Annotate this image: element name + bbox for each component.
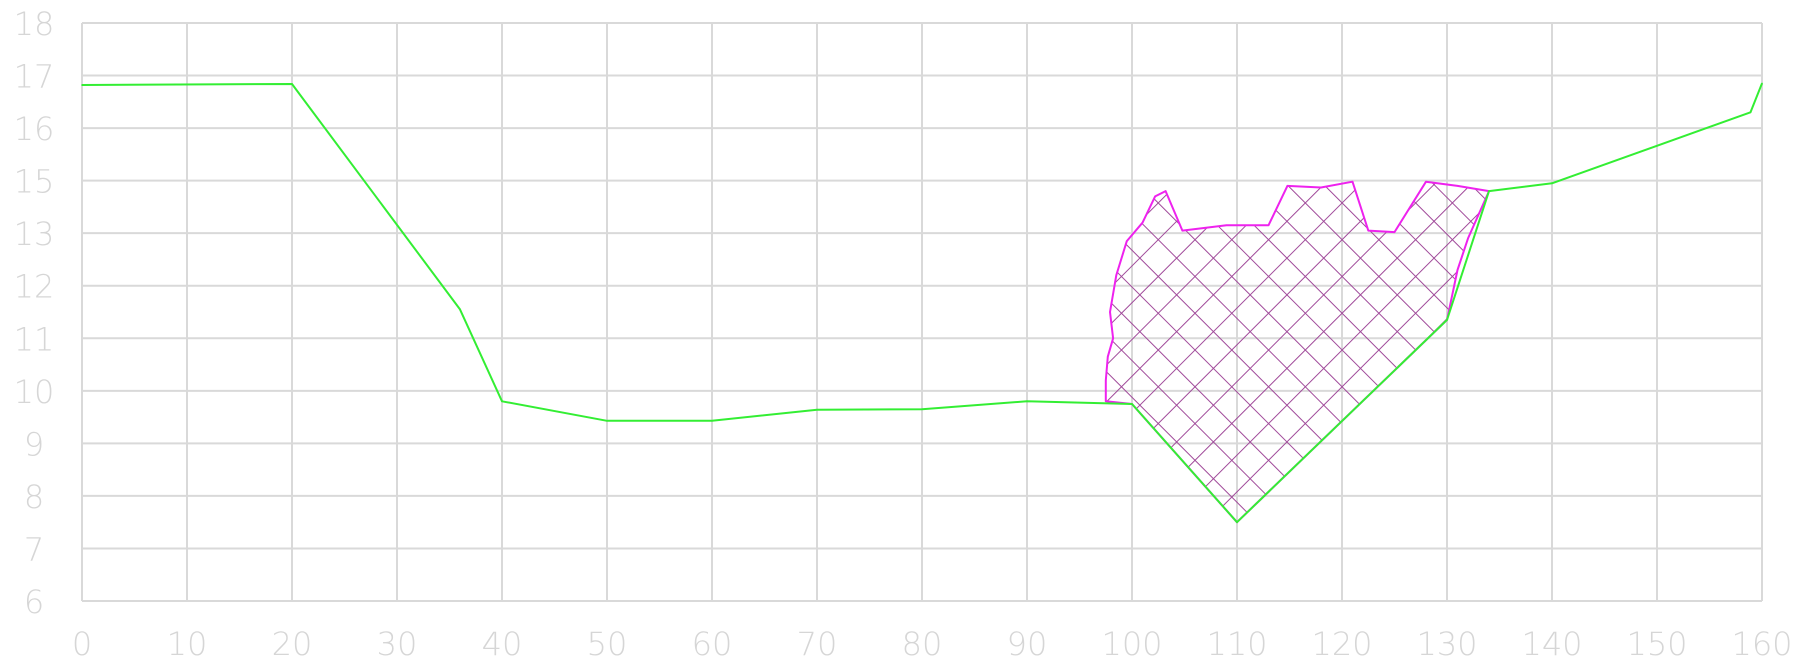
- profile-point: [1488, 190, 1490, 192]
- x-tick-label: 110: [1206, 625, 1267, 663]
- profile-point: [291, 83, 293, 85]
- y-tick-label: 15: [14, 163, 55, 201]
- y-tick-label: 9: [24, 425, 44, 463]
- x-tick-label: 50: [587, 625, 628, 663]
- y-tick-label: 18: [14, 5, 55, 43]
- profile-point: [606, 420, 608, 422]
- y-tick-label: 17: [14, 58, 55, 96]
- profile-point: [1749, 111, 1752, 114]
- x-tick-label: 40: [482, 625, 523, 663]
- x-tick-label: 140: [1521, 625, 1582, 663]
- y-tick-label: 7: [24, 530, 44, 568]
- profile-point: [1026, 400, 1028, 403]
- y-tick-label: 8: [24, 478, 44, 516]
- profile-point: [1761, 82, 1763, 85]
- y-axis-ticks: 6 7 8 9 10 11 12 13 15 16 17 18: [14, 5, 55, 621]
- x-tick-label: 60: [692, 625, 733, 663]
- y-tick-label: 10: [14, 373, 55, 411]
- x-tick-label: 130: [1416, 625, 1477, 663]
- grid: [81, 22, 1763, 602]
- profile-point: [501, 400, 503, 403]
- x-tick-label: 20: [272, 625, 313, 663]
- profile-point: [1236, 521, 1238, 523]
- profile-point: [459, 308, 461, 311]
- y-tick-label: 6: [24, 583, 44, 621]
- profile-point: [711, 420, 713, 422]
- profile-point: [816, 408, 818, 411]
- x-tick-label: 150: [1626, 625, 1687, 663]
- y-tick-label: 13: [14, 215, 55, 253]
- profile-line: [81, 83, 1763, 524]
- y-tick-label: 12: [14, 268, 55, 306]
- x-tick-label: 10: [167, 625, 208, 663]
- y-tick-label: 11: [14, 320, 55, 358]
- hatched-area-polygon: [1104, 180, 1490, 524]
- x-axis-ticks: 0 10 20 30 40 50 60 70 80 90 100 110 120 130 140 150 160: [72, 625, 1793, 663]
- x-tick-label: 90: [1007, 625, 1048, 663]
- profile-point: [1131, 403, 1133, 405]
- y-tick-label: 16: [14, 110, 55, 148]
- profile-point: [1446, 319, 1448, 321]
- profile-point: [921, 408, 923, 411]
- x-tick-label: 160: [1731, 625, 1792, 663]
- x-tick-label: 0: [72, 625, 92, 663]
- x-tick-label: 70: [797, 625, 838, 663]
- profile-point: [1551, 182, 1553, 185]
- x-tick-label: 30: [377, 625, 418, 663]
- series-layer: [81, 82, 1763, 524]
- x-tick-label: 80: [902, 625, 943, 663]
- x-tick-label: 100: [1101, 625, 1162, 663]
- profile-point: [81, 84, 83, 86]
- x-tick-label: 120: [1311, 625, 1372, 663]
